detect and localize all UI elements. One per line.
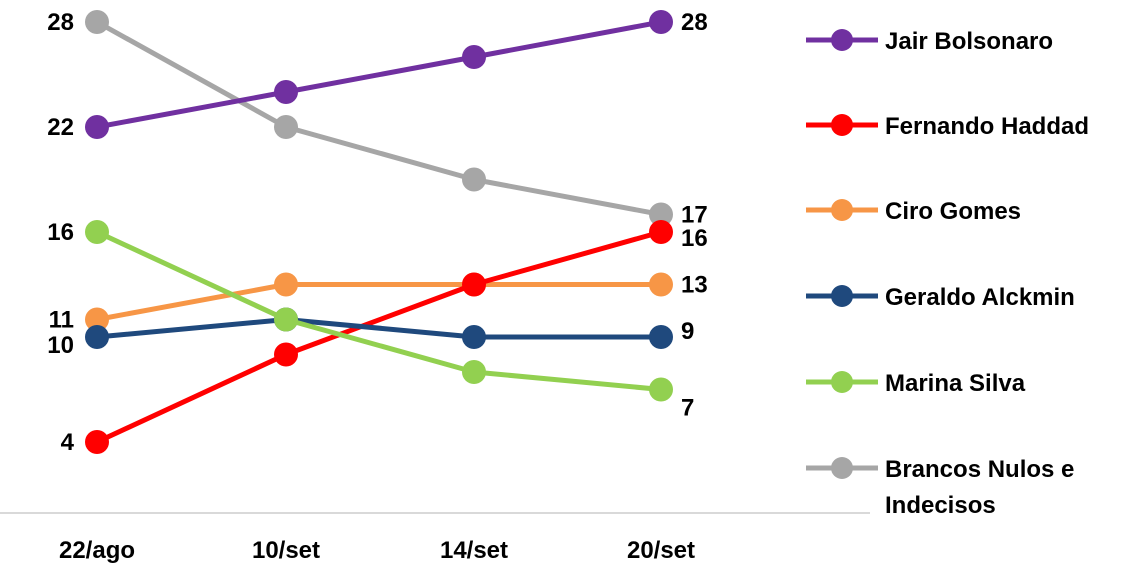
x-tick-label-2: 10/set xyxy=(252,537,320,564)
series-layer xyxy=(85,10,673,454)
x-tick-label-1: 22/ago xyxy=(59,537,135,564)
data-label-fernando-haddad-end: 16 xyxy=(681,225,708,252)
data-point-ciro-gomes-4 xyxy=(649,272,673,297)
data-label-geraldo-alckmin-end: 9 xyxy=(681,318,694,345)
data-label-jair-bolsonaro-end: 28 xyxy=(681,9,708,36)
legend-marker-jair-bolsonaro xyxy=(831,29,853,51)
legend-marker-fernando-haddad xyxy=(831,114,853,136)
series-line-jair-bolsonaro xyxy=(94,19,664,130)
data-point-fernando-haddad-2 xyxy=(274,342,298,367)
legend: Jair Bolsonaro Fernando Haddad Ciro Gomes G… xyxy=(806,28,1089,519)
data-point-brancos-nulos-e-indecisos-4 xyxy=(649,202,673,227)
data-point-brancos-nulos-e-indecisos-2 xyxy=(274,115,298,139)
data-label-layer: 22 28 4 16 11 13 10 9 16 7 28 17 xyxy=(47,9,707,456)
data-label-jair-bolsonaro-start: 22 xyxy=(47,114,74,141)
data-point-brancos-nulos-e-indecisos-3 xyxy=(462,167,486,192)
data-point-geraldo-alckmin-3 xyxy=(462,325,486,349)
x-tick-label-3: 14/set xyxy=(440,537,508,564)
data-point-jair-bolsonaro-3 xyxy=(462,45,486,69)
data-label-brancos-nulos-e-indecisos-end: 17 xyxy=(681,202,708,229)
legend-label-jair-bolsonaro: Jair Bolsonaro xyxy=(885,28,1053,55)
data-point-fernando-haddad-3 xyxy=(462,272,486,297)
data-point-jair-bolsonaro-4 xyxy=(649,10,673,34)
x-tick-layer: 22/ago 10/set 14/set 20/set xyxy=(59,537,695,564)
data-label-geraldo-alckmin-start: 10 xyxy=(47,332,74,359)
series-line-marina-silva xyxy=(94,229,664,392)
data-label-ciro-gomes-start: 11 xyxy=(49,307,74,334)
data-point-marina-silva-3 xyxy=(462,360,486,384)
legend-label-marina-silva: Marina Silva xyxy=(885,370,1026,397)
x-tick-label-4: 20/set xyxy=(627,537,695,564)
legend-marker-brancos-nulos-e-indecisos xyxy=(831,457,853,479)
data-point-brancos-nulos-e-indecisos-1 xyxy=(85,10,109,34)
data-point-ciro-gomes-2 xyxy=(274,272,298,297)
legend-label-fernando-haddad: Fernando Haddad xyxy=(885,113,1089,140)
legend-marker-geraldo-alckmin xyxy=(831,285,853,307)
legend-label-brancos-nulos-e-indecisos: Brancos Nulos e Indecisos xyxy=(885,456,1074,519)
data-point-fernando-haddad-1 xyxy=(85,430,109,454)
data-label-brancos-nulos-e-indecisos-start: 28 xyxy=(47,9,74,36)
series-line-geraldo-alckmin xyxy=(94,317,664,340)
legend-marker-marina-silva xyxy=(831,371,853,393)
data-label-fernando-haddad-start: 4 xyxy=(61,429,75,456)
data-point-geraldo-alckmin-1 xyxy=(85,325,109,349)
series-line-ciro-gomes xyxy=(94,282,664,322)
legend-label-ciro-gomes: Ciro Gomes xyxy=(885,198,1021,225)
data-point-geraldo-alckmin-4 xyxy=(649,325,673,349)
data-point-ciro-gomes-1 xyxy=(85,307,109,332)
data-point-fernando-haddad-4 xyxy=(649,220,673,244)
data-point-jair-bolsonaro-2 xyxy=(274,80,298,104)
legend-label-geraldo-alckmin: Geraldo Alckmin xyxy=(885,284,1075,311)
data-label-ciro-gomes-end: 13 xyxy=(681,272,708,299)
series-line-fernando-haddad xyxy=(94,229,664,445)
data-point-jair-bolsonaro-1 xyxy=(85,115,109,139)
data-label-marina-silva-start: 16 xyxy=(47,219,74,246)
data-point-marina-silva-4 xyxy=(649,377,673,402)
data-label-marina-silva-end: 7 xyxy=(681,395,694,422)
data-point-marina-silva-2 xyxy=(274,307,298,332)
series-line-brancos-nulos-e-indecisos xyxy=(94,19,664,217)
data-point-marina-silva-1 xyxy=(85,220,109,244)
legend-marker-ciro-gomes xyxy=(831,199,853,221)
